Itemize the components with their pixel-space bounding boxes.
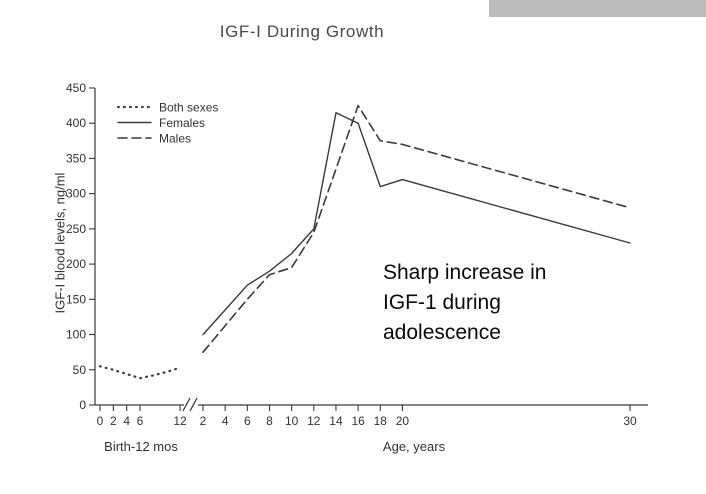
legend-label: Females — [159, 116, 205, 130]
x-tick-label-years: 30 — [623, 414, 637, 428]
x-tick-label-years: 20 — [396, 414, 410, 428]
y-tick-label: 0 — [79, 398, 86, 412]
axis-break-slash — [189, 397, 198, 412]
x-axis-label-years: Age, years — [382, 439, 446, 454]
axis-break-slash — [182, 397, 191, 412]
y-tick-label: 250 — [66, 222, 86, 236]
y-tick-label: 100 — [66, 328, 86, 342]
x-tick-label-years: 12 — [307, 414, 321, 428]
legend-label: Males — [159, 132, 191, 146]
y-tick-label: 350 — [66, 151, 86, 165]
series-line-females — [202, 111, 631, 336]
x-tick-label-years: 8 — [266, 414, 273, 428]
x-tick-label-years: 16 — [351, 414, 365, 428]
x-tick-label-years: 14 — [329, 414, 343, 428]
y-tick-label: 450 — [66, 81, 86, 95]
x-tick-label-months: 6 — [137, 414, 144, 428]
x-tick-label-months: 4 — [123, 414, 130, 428]
x-tick-label-years: 6 — [244, 414, 251, 428]
y-axis-label: IGF-I blood levels, ng/ml — [52, 172, 68, 314]
y-tick-label: 50 — [73, 363, 87, 377]
x-tick-label-months: 12 — [173, 414, 187, 428]
y-tick-label: 150 — [66, 292, 86, 306]
x-tick-label-years: 2 — [200, 414, 207, 428]
x-tick-label-months: 0 — [97, 414, 104, 428]
legend-label: Both sexes — [159, 101, 218, 115]
y-tick-label: 300 — [66, 187, 86, 201]
x-tick-label-months: 2 — [110, 414, 117, 428]
y-tick-label: 400 — [66, 116, 86, 130]
series-line-both-sexes — [98, 365, 182, 380]
x-axis-label-months: Birth-12 mos — [104, 439, 178, 454]
x-tick-label-years: 10 — [285, 414, 299, 428]
axis-break-gap — [184, 402, 198, 408]
chart-title: IGF-I During Growth — [219, 22, 385, 41]
x-tick-label-years: 18 — [374, 414, 388, 428]
top-right-gray-bar — [489, 0, 706, 17]
y-tick-label: 200 — [66, 257, 86, 271]
series-line-males — [202, 104, 631, 354]
x-tick-label-years: 4 — [222, 414, 229, 428]
annotation-text: Sharp increase in IGF-1 during adolescen… — [383, 261, 547, 344]
